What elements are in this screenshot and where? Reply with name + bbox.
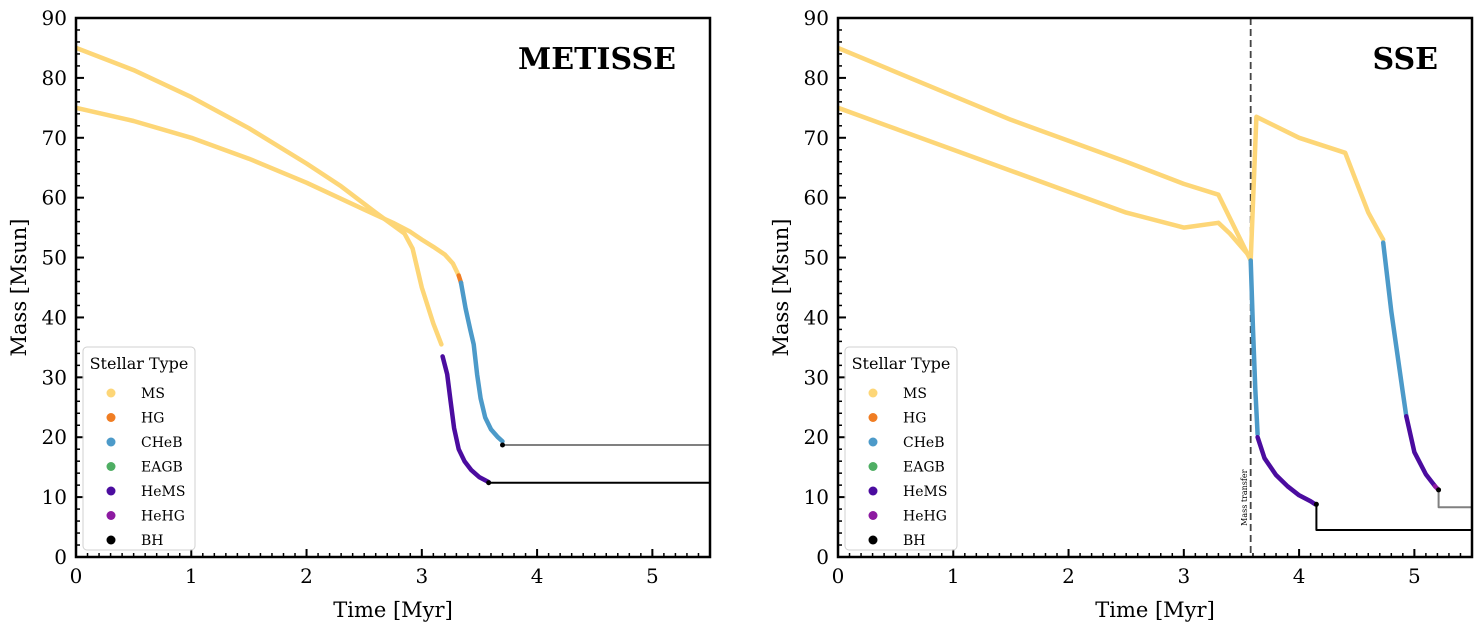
series-point-bh bbox=[486, 480, 492, 486]
legend-label-cheb: CHeB bbox=[903, 435, 945, 451]
annotation-label: Mass transfer bbox=[1240, 469, 1249, 525]
axes-frame bbox=[74, 16, 712, 559]
legend-marker-eagb bbox=[106, 462, 116, 471]
y-tick-label: 90 bbox=[804, 6, 829, 30]
y-tick-label: 70 bbox=[42, 126, 67, 150]
legend-label-eagb: EAGB bbox=[141, 460, 183, 476]
legend-label-hehg: HeHG bbox=[903, 509, 947, 525]
y-axis-label: Mass [Msun] bbox=[7, 219, 31, 357]
x-axis-label: Time [Myr] bbox=[1095, 598, 1215, 622]
series-point-bh bbox=[1313, 501, 1319, 507]
legend-marker-hg bbox=[868, 413, 878, 422]
plot-area bbox=[76, 45, 710, 486]
x-axis-label: Time [Myr] bbox=[333, 598, 453, 622]
legend-label-hems: HeMS bbox=[903, 484, 947, 500]
y-tick-label: 60 bbox=[804, 186, 829, 210]
x-tick-label: 1 bbox=[185, 564, 198, 588]
x-tick-label: 5 bbox=[1408, 564, 1421, 588]
plot-area bbox=[838, 18, 1472, 557]
series-line-ms bbox=[838, 45, 1253, 263]
legend-label-bh: BH bbox=[141, 533, 164, 549]
y-tick-label: 10 bbox=[804, 485, 829, 509]
series-point-bh bbox=[1436, 487, 1442, 493]
y-tick-label: 60 bbox=[42, 186, 67, 210]
series-line-hems bbox=[1255, 434, 1318, 507]
y-tick-label: 40 bbox=[42, 305, 67, 329]
legend-label-ms: MS bbox=[903, 386, 927, 402]
legend-marker-hems bbox=[868, 486, 878, 496]
y-tick-label: 20 bbox=[804, 425, 829, 449]
legend-marker-cheb bbox=[106, 437, 116, 447]
legend: Stellar Type MS HG CHeB EAGB HeMS HeHG BH bbox=[82, 346, 196, 551]
y-tick-label: 20 bbox=[42, 425, 67, 449]
series-line-cheb bbox=[1248, 258, 1260, 437]
legend-label-hehg: HeHG bbox=[141, 509, 185, 525]
x-tick-label: 4 bbox=[531, 564, 544, 588]
x-tick-label: 3 bbox=[415, 564, 428, 588]
x-tick-label: 0 bbox=[832, 564, 845, 588]
series-line-bh bbox=[1315, 504, 1472, 531]
axes-frame bbox=[836, 16, 1474, 559]
x-tick-label: 1 bbox=[947, 564, 960, 588]
y-tick-label: 0 bbox=[816, 545, 829, 569]
x-tick-label: 2 bbox=[300, 564, 313, 588]
legend-label-hems: HeMS bbox=[141, 484, 185, 500]
x-tick-label: 5 bbox=[646, 564, 659, 588]
legend-label-hg: HG bbox=[903, 411, 926, 427]
x-tick-label: 3 bbox=[1177, 564, 1190, 588]
series-line-ms bbox=[1248, 114, 1386, 263]
legend-label-cheb: CHeB bbox=[141, 435, 183, 451]
series-line-hems bbox=[1404, 414, 1438, 489]
y-tick-label: 80 bbox=[42, 66, 67, 90]
legend-marker-cheb bbox=[868, 437, 878, 447]
legend-marker-hems bbox=[106, 486, 116, 496]
x-tick-label: 0 bbox=[70, 564, 83, 588]
legend-marker-eagb bbox=[868, 462, 878, 471]
legend-marker-hehg bbox=[106, 511, 116, 520]
legend-title: Stellar Type bbox=[852, 354, 951, 373]
panel-title: SSE bbox=[1372, 42, 1438, 77]
y-tick-label: 80 bbox=[804, 66, 829, 90]
y-tick-label: 0 bbox=[54, 545, 67, 569]
panel-title: METISSE bbox=[518, 42, 676, 77]
y-tick-label: 50 bbox=[42, 246, 67, 270]
y-tick-label: 30 bbox=[804, 365, 829, 389]
x-tick-label: 4 bbox=[1293, 564, 1306, 588]
legend-marker-hehg bbox=[868, 511, 878, 520]
legend-marker-hg bbox=[106, 413, 116, 422]
series-line-bh bbox=[1437, 489, 1472, 509]
x-tick-label: 2 bbox=[1062, 564, 1075, 588]
legend-title: Stellar Type bbox=[90, 354, 189, 373]
y-tick-label: 90 bbox=[42, 6, 67, 30]
legend-marker-bh bbox=[106, 535, 116, 545]
legend-label-bh: BH bbox=[903, 533, 926, 549]
series-point-bh bbox=[500, 442, 506, 448]
series-line-ms bbox=[838, 105, 1253, 260]
y-tick-label: 50 bbox=[804, 246, 829, 270]
y-tick-label: 30 bbox=[42, 365, 67, 389]
y-tick-label: 40 bbox=[804, 305, 829, 329]
series-line-cheb bbox=[458, 280, 505, 444]
legend-marker-ms bbox=[106, 388, 116, 398]
series-line-hems bbox=[440, 354, 491, 485]
y-axis-label: Mass [Msun] bbox=[769, 219, 793, 357]
legend-label-eagb: EAGB bbox=[903, 460, 945, 476]
series-line-ms bbox=[76, 105, 461, 278]
legend-label-hg: HG bbox=[141, 411, 164, 427]
y-tick-label: 70 bbox=[804, 126, 829, 150]
series-line-cheb bbox=[1380, 240, 1409, 419]
legend-label-ms: MS bbox=[141, 386, 165, 402]
legend: Stellar Type MS HG CHeB EAGB HeMS HeHG BH bbox=[844, 346, 958, 551]
legend-marker-bh bbox=[868, 535, 878, 545]
y-tick-label: 10 bbox=[42, 485, 67, 509]
legend-marker-ms bbox=[868, 388, 878, 398]
series-line-ms bbox=[76, 45, 444, 347]
